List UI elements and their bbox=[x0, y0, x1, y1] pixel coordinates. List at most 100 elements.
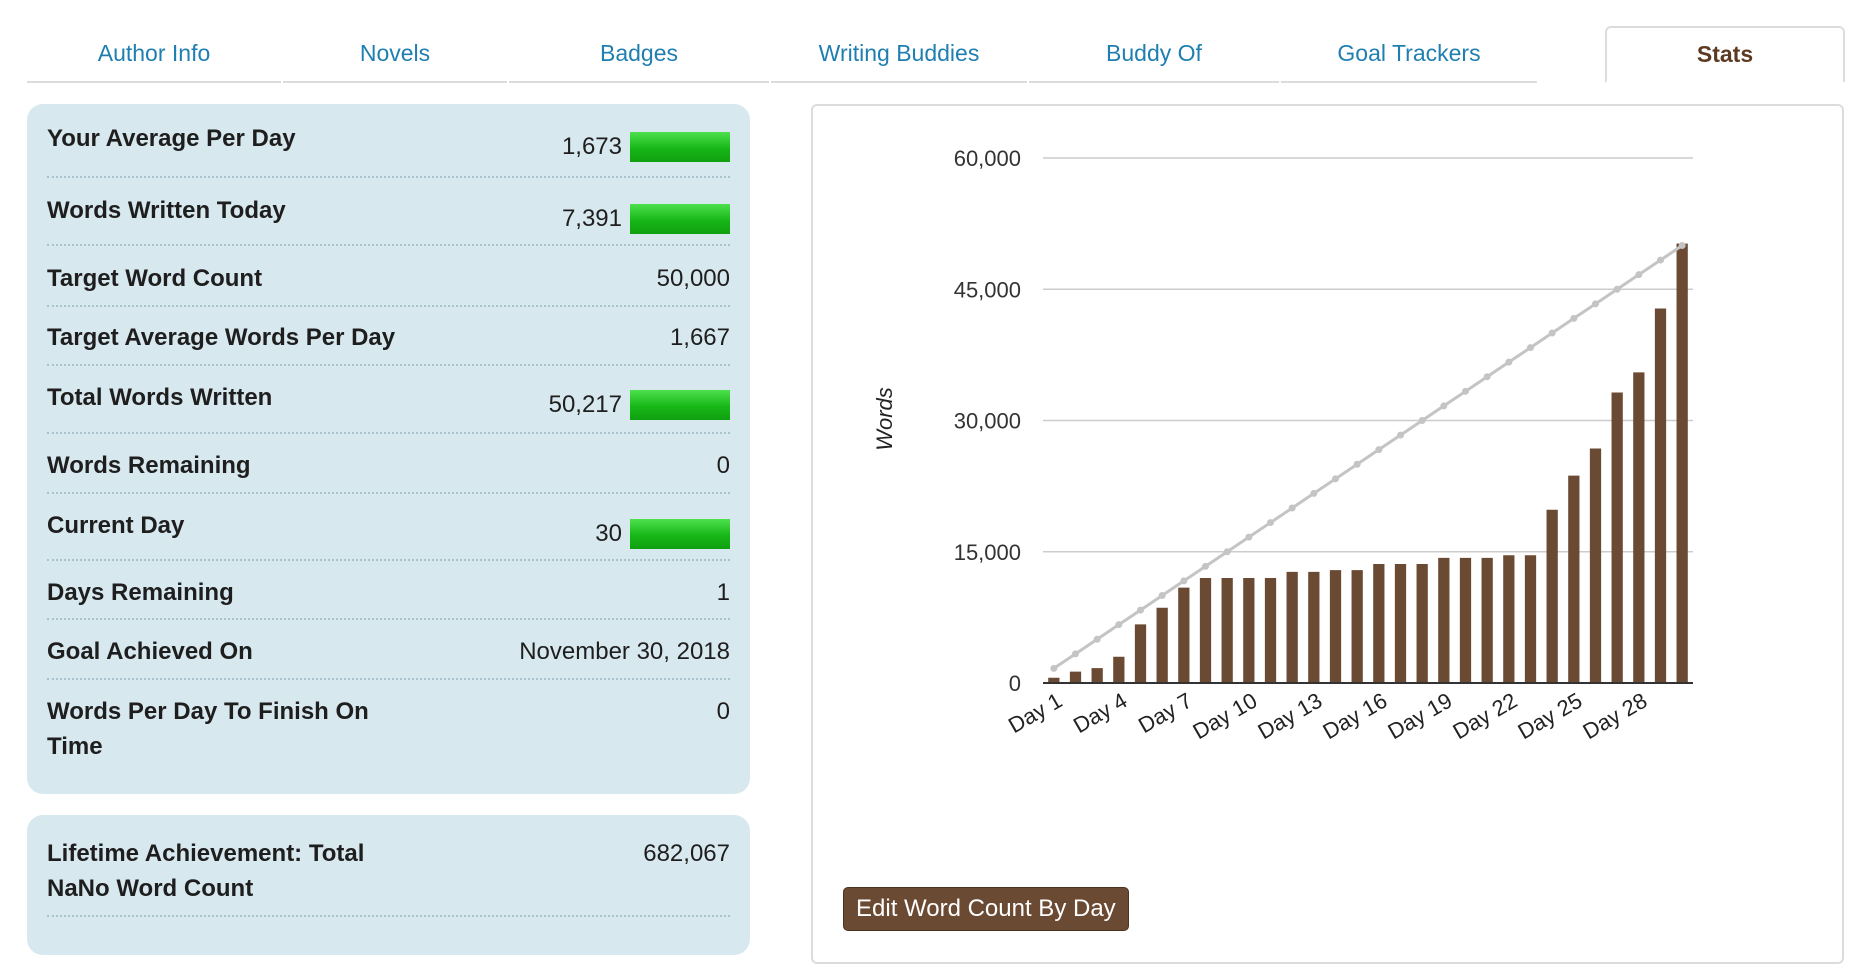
stat-value: 0 bbox=[716, 698, 730, 725]
tab-goal-trackers[interactable]: Goal Trackers bbox=[1281, 26, 1537, 83]
progress-bar bbox=[630, 389, 730, 420]
bar-day-29 bbox=[1654, 308, 1667, 683]
bar-day-27 bbox=[1611, 392, 1623, 683]
target-point-day-28 bbox=[1635, 271, 1643, 279]
tab-stats[interactable]: Stats bbox=[1605, 26, 1845, 83]
stat-label: Days Remaining bbox=[47, 579, 234, 606]
stat-value: 30 bbox=[595, 520, 622, 547]
tab-writing-buddies[interactable]: Writing Buddies bbox=[771, 26, 1027, 83]
target-point-day-9 bbox=[1223, 548, 1231, 556]
x-tick-label: Day 19 bbox=[1383, 688, 1456, 745]
stat-label: Total Words Written bbox=[47, 384, 273, 411]
bar-day-1 bbox=[1048, 677, 1060, 683]
target-point-day-14 bbox=[1332, 475, 1339, 483]
bar-day-22 bbox=[1503, 555, 1515, 683]
target-point-day-26 bbox=[1592, 300, 1599, 308]
bar-day-8 bbox=[1199, 578, 1212, 683]
bar-day-4 bbox=[1113, 656, 1125, 683]
stat-value: 50,217 bbox=[548, 391, 622, 418]
x-tick-label: Day 4 bbox=[1069, 688, 1131, 738]
stat-label: Lifetime Achievement: Total NaNo Word Co… bbox=[47, 840, 365, 902]
stat-row-average-per-day: Your Average Per Day 1,673 bbox=[47, 104, 730, 178]
x-tick-label: Day 25 bbox=[1513, 688, 1586, 745]
x-tick-label: Day 13 bbox=[1253, 688, 1326, 745]
bar-day-19 bbox=[1438, 557, 1450, 683]
stat-row-current-day: Current Day 30 bbox=[47, 494, 730, 561]
stat-label: Your Average Per Day bbox=[47, 125, 296, 152]
target-point-day-3 bbox=[1093, 635, 1101, 643]
stat-value: 1,673 bbox=[561, 133, 622, 160]
x-tick-label: Day 10 bbox=[1188, 688, 1261, 745]
y-tick-label: 45,000 bbox=[954, 277, 1021, 302]
target-point-day-27 bbox=[1613, 285, 1621, 293]
stat-label: Current Day bbox=[47, 512, 185, 539]
target-point-day-11 bbox=[1267, 519, 1274, 527]
stat-row-days-remaining: Days Remaining 1 bbox=[47, 561, 730, 620]
stat-row-target-word-count: Target Word Count 50,000 bbox=[47, 246, 730, 307]
bar-day-25 bbox=[1568, 475, 1580, 683]
stat-value: 50,000 bbox=[656, 265, 730, 292]
stat-value: 1 bbox=[716, 579, 730, 606]
target-point-day-21 bbox=[1483, 373, 1491, 381]
x-tick-label: Day 16 bbox=[1318, 688, 1391, 745]
target-point-day-24 bbox=[1548, 329, 1556, 337]
word-count-chart: 0 15,000 30,000 45,000 60,000 Words Day 1 Day 4… bbox=[811, 104, 1844, 964]
progress-bar bbox=[630, 131, 730, 162]
bar-day-17 bbox=[1394, 564, 1407, 683]
bar-day-20 bbox=[1459, 557, 1472, 683]
stat-label: Target Average Words Per Day bbox=[47, 324, 396, 351]
bar-day-15 bbox=[1351, 570, 1363, 683]
bar-day-7 bbox=[1178, 587, 1190, 683]
stat-row-goal-achieved: Goal Achieved On November 30, 2018 bbox=[47, 620, 730, 680]
tab-author-info[interactable]: Author Info bbox=[27, 26, 281, 83]
stats-panel: Your Average Per Day 1,673 Words Written… bbox=[27, 104, 750, 794]
y-axis-label: Words bbox=[872, 387, 897, 451]
stat-value: 7,391 bbox=[561, 205, 622, 232]
bar-day-18 bbox=[1416, 564, 1428, 683]
stat-row-words-remaining: Words Remaining 0 bbox=[47, 434, 730, 494]
target-point-day-15 bbox=[1353, 460, 1361, 468]
stat-value: 1,667 bbox=[669, 324, 730, 351]
target-point-day-23 bbox=[1527, 344, 1534, 352]
stat-row-total-words: Total Words Written 50,217 bbox=[47, 366, 730, 434]
bar-day-23 bbox=[1524, 555, 1537, 683]
target-line bbox=[1052, 244, 1684, 670]
y-tick-label: 60,000 bbox=[954, 146, 1021, 171]
stat-value: November 30, 2018 bbox=[519, 638, 730, 665]
target-point-day-2 bbox=[1072, 650, 1079, 658]
edit-word-count-button[interactable]: Edit Word Count By Day bbox=[843, 887, 1129, 931]
target-point-day-4 bbox=[1115, 621, 1123, 629]
bar-day-21 bbox=[1481, 557, 1493, 683]
tab-novels[interactable]: Novels bbox=[283, 26, 507, 83]
bar-day-2 bbox=[1069, 671, 1082, 683]
target-point-day-12 bbox=[1288, 504, 1296, 512]
target-point-day-29 bbox=[1657, 256, 1664, 264]
x-tick-label: Day 28 bbox=[1578, 688, 1651, 745]
target-point-day-18 bbox=[1418, 417, 1426, 424]
bar-day-16 bbox=[1373, 564, 1385, 683]
target-point-day-20 bbox=[1462, 387, 1469, 395]
y-tick-label: 15,000 bbox=[954, 540, 1021, 565]
target-point-day-7 bbox=[1180, 577, 1188, 585]
target-point-day-25 bbox=[1570, 314, 1578, 322]
tab-badges[interactable]: Badges bbox=[509, 26, 769, 83]
stat-value: 682,067 bbox=[643, 840, 730, 867]
target-point-day-10 bbox=[1245, 533, 1253, 541]
bar-day-14 bbox=[1329, 570, 1342, 683]
bar-day-10 bbox=[1243, 578, 1255, 683]
target-point-day-6 bbox=[1158, 592, 1166, 599]
bar-day-28 bbox=[1633, 372, 1645, 683]
bar-day-6 bbox=[1156, 607, 1168, 683]
stat-label: Target Word Count bbox=[47, 265, 263, 292]
bar-day-3 bbox=[1091, 668, 1103, 683]
stat-row-words-per-day-finish: Words Per Day To Finish On Time 0 bbox=[47, 680, 730, 770]
target-point-day-19 bbox=[1440, 402, 1448, 410]
stat-label: Goal Achieved On bbox=[47, 638, 253, 665]
stat-label: Words Per Day To Finish On Time bbox=[47, 698, 369, 760]
bar-day-5 bbox=[1134, 624, 1147, 683]
bar-day-30 bbox=[1676, 243, 1688, 683]
tab-buddy-of[interactable]: Buddy Of bbox=[1029, 26, 1279, 83]
target-point-day-16 bbox=[1375, 446, 1383, 454]
target-point-day-22 bbox=[1505, 358, 1513, 366]
profile-tabs: Author Info Novels Badges Writing Buddie… bbox=[27, 0, 1845, 84]
